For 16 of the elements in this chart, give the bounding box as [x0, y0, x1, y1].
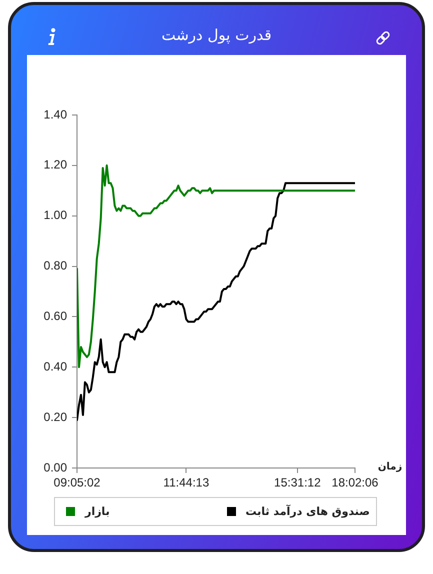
x-tick-label: 15:31:12: [274, 476, 322, 490]
y-tick-label: 0.00: [44, 460, 68, 474]
y-tick-label: 1.00: [44, 208, 68, 222]
y-tick-label: 0.20: [44, 410, 68, 424]
chart-title: قدرت پول درشت: [160, 25, 272, 45]
x-tick-label: 11:44:13: [163, 476, 210, 490]
x-tick-label: 09:05:02: [54, 476, 101, 490]
y-tick-label: 0.40: [44, 359, 68, 374]
x-axis-title: زمان: [378, 462, 402, 473]
y-tick-label: 0.80: [44, 258, 68, 273]
y-tick-label: 0.60: [44, 309, 68, 324]
x-tick-label: 18:02:06: [332, 476, 379, 490]
legend-label: صندوق های درآمد ثابت: [246, 505, 370, 518]
legend-label: بازار: [85, 505, 110, 518]
y-tick-label: 1.20: [44, 158, 68, 172]
y-tick-label: 1.40: [44, 107, 68, 122]
